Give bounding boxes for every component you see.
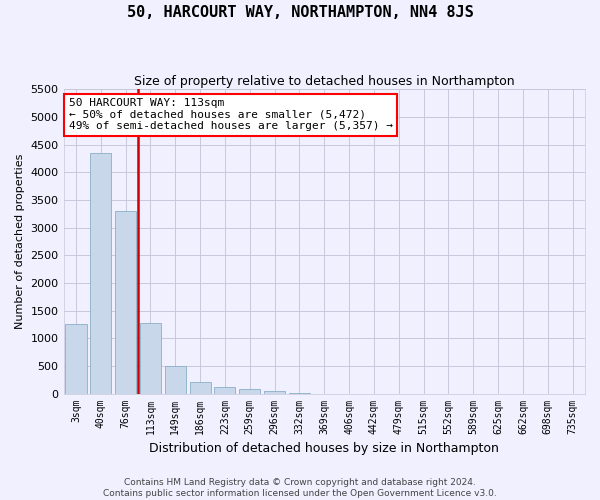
Bar <box>115 211 136 394</box>
Bar <box>190 382 211 394</box>
Bar <box>165 366 186 394</box>
Y-axis label: Number of detached properties: Number of detached properties <box>15 154 25 329</box>
Text: Contains HM Land Registry data © Crown copyright and database right 2024.
Contai: Contains HM Land Registry data © Crown c… <box>103 478 497 498</box>
Title: Size of property relative to detached houses in Northampton: Size of property relative to detached ho… <box>134 75 515 88</box>
Bar <box>140 324 161 394</box>
Bar <box>90 153 112 394</box>
X-axis label: Distribution of detached houses by size in Northampton: Distribution of detached houses by size … <box>149 442 499 455</box>
Bar <box>289 393 310 394</box>
Bar <box>264 390 285 394</box>
Bar <box>214 388 235 394</box>
Bar <box>65 324 86 394</box>
Bar <box>239 389 260 394</box>
Text: 50, HARCOURT WAY, NORTHAMPTON, NN4 8JS: 50, HARCOURT WAY, NORTHAMPTON, NN4 8JS <box>127 5 473 20</box>
Text: 50 HARCOURT WAY: 113sqm
← 50% of detached houses are smaller (5,472)
49% of semi: 50 HARCOURT WAY: 113sqm ← 50% of detache… <box>69 98 393 132</box>
